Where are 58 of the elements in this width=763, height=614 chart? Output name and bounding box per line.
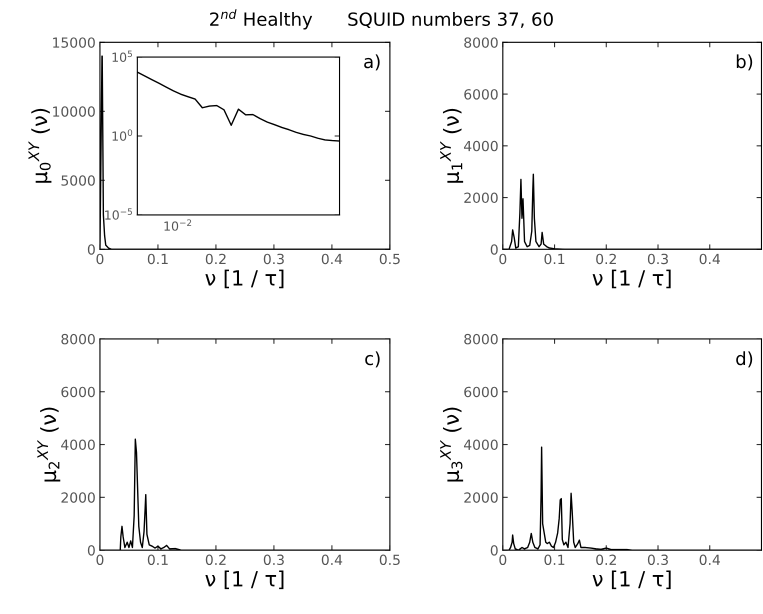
y-tick-label: 15000 <box>53 37 95 48</box>
y-tick-label: 6000 <box>464 89 498 100</box>
y-tick-label: 8000 <box>464 37 498 48</box>
x-tick-label: 0.3 <box>264 554 284 566</box>
x-tick-label: 0.4 <box>700 254 720 264</box>
x-tick-label: 0 <box>499 254 506 264</box>
y-tick-label: 2000 <box>464 492 498 503</box>
x-tick-label: 0.2 <box>206 254 226 264</box>
x-tick-label: 0 <box>499 554 506 566</box>
y-tick-label: 10000 <box>53 106 95 117</box>
y-tick-label: 4000 <box>61 440 95 450</box>
annotation: 10$^{−2}$ <box>164 219 192 231</box>
x-axis-title: ν [1 / τ] <box>205 570 284 590</box>
y-tick-label: 6000 <box>61 386 95 398</box>
y-tick-label: 4000 <box>464 140 498 152</box>
x-tick-label: 0.1 <box>148 254 168 264</box>
x-tick-label: 0.4 <box>322 554 342 566</box>
annotation: d) <box>736 351 752 368</box>
x-axis-title: ν [1 / τ] <box>205 270 284 288</box>
y-tick-label: 0 <box>88 244 95 255</box>
y-axis-title: μ$_{1}$$^{XY}$ (ν) <box>440 108 464 183</box>
x-tick-label: 0 <box>96 254 104 264</box>
y-tick-label: 8000 <box>464 334 498 344</box>
x-tick-label: 0.4 <box>700 554 720 566</box>
y-axis-title: μ$_{0}$$^{XY}$ (ν) <box>28 108 52 183</box>
y-tick-label: 2000 <box>464 192 498 204</box>
chart-title: 2$^{nd}$ Healthy SQUID numbers 37, 60 <box>210 9 553 30</box>
x-tick-label: 0.2 <box>206 554 226 566</box>
annotation: c) <box>365 351 380 368</box>
x-tick-label: 0.1 <box>544 254 564 264</box>
y-tick-label: 0 <box>490 545 498 556</box>
y-tick-label: 8000 <box>61 334 95 344</box>
x-tick-label: 0.1 <box>148 554 168 566</box>
x-tick-label: 0.1 <box>544 554 564 566</box>
y-tick-label: 10$^{5}$ <box>112 50 132 62</box>
x-tick-label: 0 <box>96 554 104 566</box>
x-axis-title: ν [1 / τ] <box>592 570 671 590</box>
x-tick-label: 0.2 <box>596 554 616 566</box>
y-tick-label: 10$^{−5}$ <box>105 208 132 220</box>
x-tick-label: 0.3 <box>264 254 284 264</box>
y-tick-label: 10$^{0}$ <box>112 129 132 141</box>
y-tick-label: 6000 <box>464 386 498 398</box>
x-tick-label: 0.3 <box>648 254 668 264</box>
x-tick-label: 0.3 <box>648 554 668 566</box>
y-tick-label: 2000 <box>61 492 95 503</box>
annotation: a) <box>364 54 380 70</box>
y-axis-title: μ$_{3}$$^{XY}$ (ν) <box>440 408 464 482</box>
x-tick-label: 0.5 <box>380 254 400 264</box>
y-tick-label: 4000 <box>464 440 498 450</box>
annotation: b) <box>736 54 752 70</box>
x-tick-label: 0.5 <box>380 554 400 566</box>
y-axis-title: μ$_{2}$$^{XY}$ (ν) <box>37 408 60 482</box>
x-tick-label: 0.4 <box>322 254 342 264</box>
y-tick-label: 0 <box>88 545 95 556</box>
x-tick-label: 0.2 <box>596 254 616 264</box>
x-axis-title: ν [1 / τ] <box>592 270 671 288</box>
y-tick-label: 0 <box>490 244 498 255</box>
y-tick-label: 5000 <box>62 175 95 186</box>
